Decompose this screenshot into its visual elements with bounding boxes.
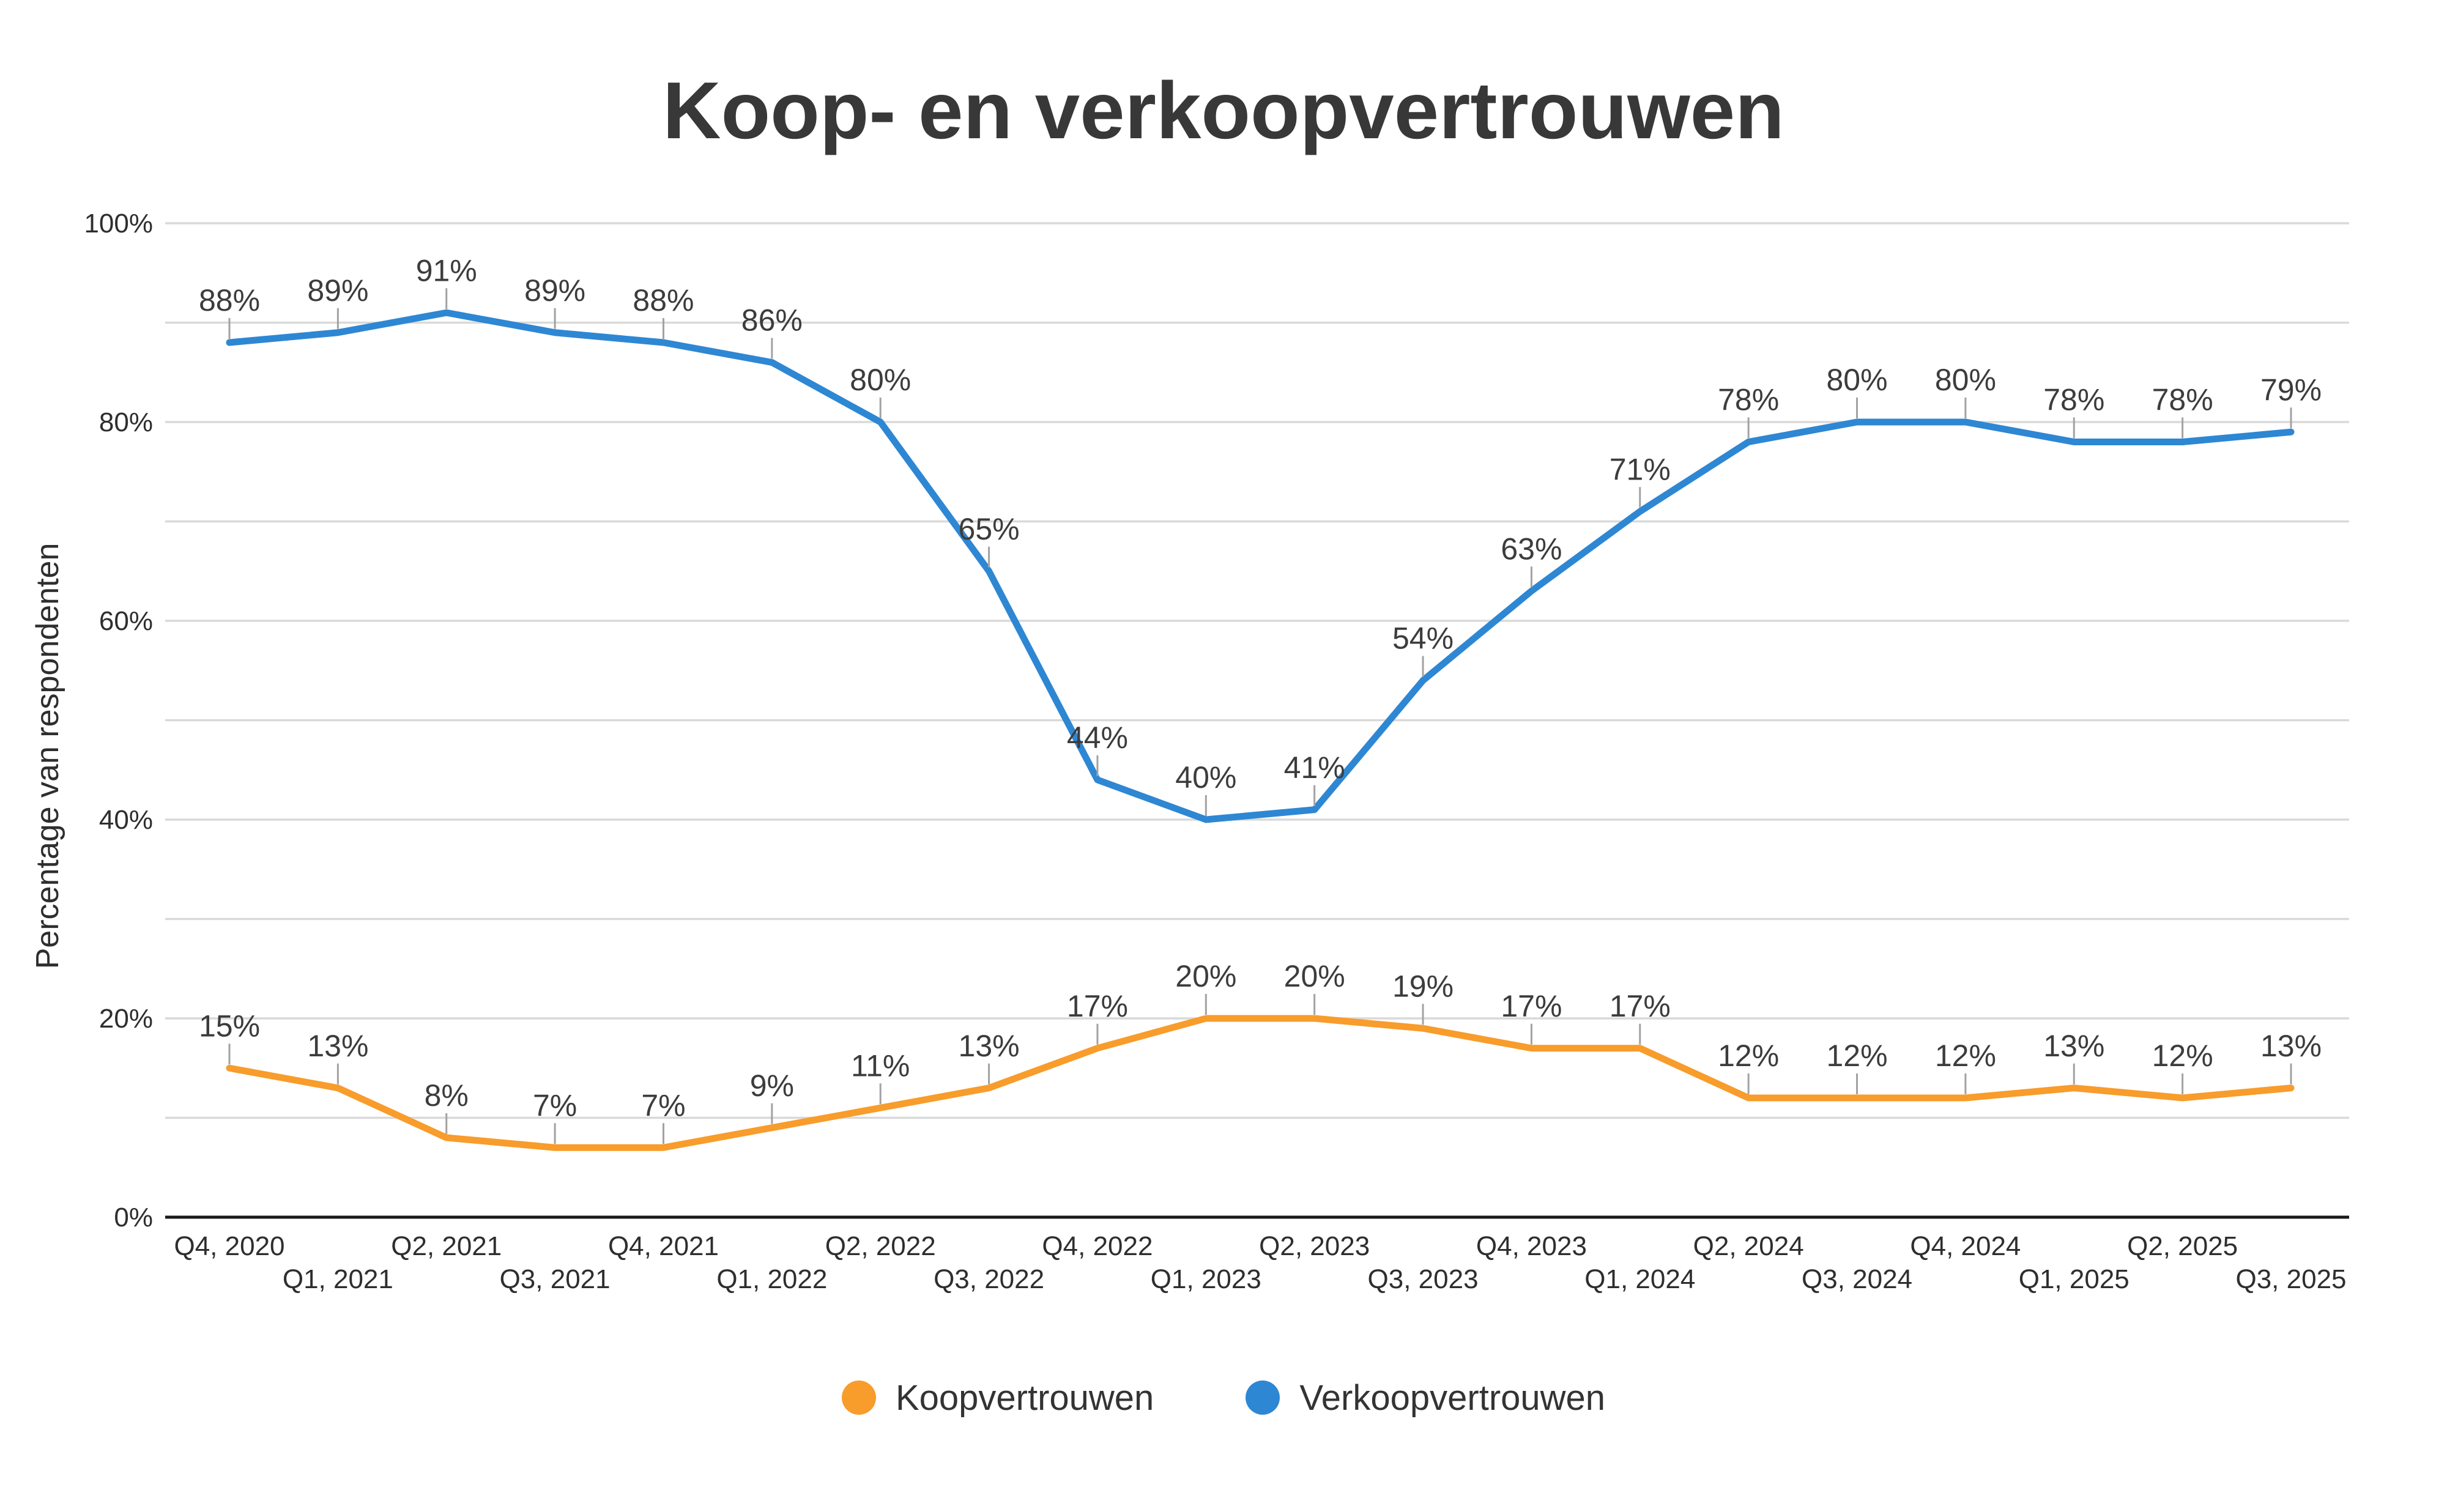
data-label: 11% (851, 1048, 910, 1083)
data-label: 86% (741, 303, 803, 338)
y-tick-label: 60% (99, 606, 153, 636)
data-label: 79% (2260, 372, 2322, 407)
data-label: 40% (1175, 760, 1236, 795)
legend-item-verkoopvertrouwen: Verkoopvertrouwen (1246, 1377, 1605, 1418)
data-label: 54% (1392, 621, 1454, 656)
x-tick-label: Q3, 2022 (934, 1264, 1044, 1294)
data-label: 13% (959, 1029, 1020, 1063)
x-tick-label: Q4, 2022 (1042, 1231, 1153, 1261)
data-label: 65% (959, 512, 1020, 546)
data-label: 13% (307, 1029, 368, 1063)
x-tick-label: Q1, 2024 (1584, 1264, 1695, 1294)
data-label: 12% (1935, 1039, 1996, 1073)
data-label: 41% (1284, 750, 1345, 785)
data-label: 78% (2043, 383, 2104, 417)
data-label: 91% (416, 253, 477, 287)
x-tick-label: Q4, 2021 (608, 1231, 719, 1261)
x-tick-label: Q1, 2022 (716, 1264, 827, 1294)
x-tick-label: Q3, 2024 (1802, 1264, 1912, 1294)
legend-dot-koopvertrouwen (841, 1380, 876, 1415)
y-tick-label: 100% (84, 209, 153, 239)
data-label: 80% (1935, 363, 1996, 397)
legend-item-koopvertrouwen: Koopvertrouwen (841, 1377, 1154, 1418)
chart-title: Koop- en verkoopvertrouwen (663, 65, 1784, 155)
data-label: 78% (1718, 383, 1779, 417)
data-label: 89% (524, 273, 585, 308)
x-tick-label: Q2, 2021 (391, 1231, 502, 1261)
series-line-verkoopvertrouwen (226, 309, 2295, 823)
data-label: 19% (1392, 969, 1454, 1003)
data-label: 88% (633, 283, 694, 317)
legend-label: Verkoopvertrouwen (1299, 1377, 1606, 1418)
data-label: 8% (425, 1078, 469, 1113)
data-label: 12% (1826, 1039, 1887, 1073)
x-tick-label: Q1, 2021 (283, 1264, 393, 1294)
data-label: 17% (1501, 989, 1562, 1023)
data-label: 13% (2260, 1029, 2322, 1063)
x-tick-label: Q2, 2025 (2127, 1231, 2238, 1261)
series-line-koopvertrouwen (226, 1015, 2295, 1151)
data-label: 12% (2152, 1039, 2213, 1073)
x-tick-label: Q3, 2023 (1368, 1264, 1479, 1294)
data-label: 80% (1826, 363, 1887, 397)
data-label: 15% (199, 1009, 260, 1043)
x-tick-label: Q4, 2020 (174, 1231, 284, 1261)
data-label: 20% (1284, 959, 1345, 993)
data-label: 89% (307, 273, 368, 308)
data-label: 13% (2043, 1029, 2104, 1063)
y-tick-label: 20% (99, 1004, 153, 1034)
data-label: 12% (1718, 1039, 1779, 1073)
x-tick-label: Q3, 2025 (2235, 1264, 2346, 1294)
y-tick-label: 0% (114, 1203, 153, 1232)
data-label: 88% (199, 283, 260, 317)
data-label: 9% (750, 1069, 794, 1103)
x-tick-label: Q2, 2023 (1259, 1231, 1370, 1261)
data-label: 7% (641, 1088, 685, 1122)
x-tick-label: Q2, 2022 (825, 1231, 936, 1261)
data-label: 78% (2152, 383, 2213, 417)
data-label: 7% (533, 1088, 577, 1122)
legend-label: Koopvertrouwen (895, 1377, 1154, 1418)
x-tick-label: Q1, 2023 (1151, 1264, 1261, 1294)
data-label: 17% (1610, 989, 1671, 1023)
data-label: 63% (1501, 532, 1562, 566)
legend: Koopvertrouwen Verkoopvertrouwen (0, 1373, 2447, 1422)
data-label: 71% (1610, 452, 1671, 486)
data-label: 17% (1067, 989, 1128, 1023)
data-label: 44% (1067, 721, 1128, 755)
x-tick-label: Q4, 2023 (1476, 1231, 1587, 1261)
x-tick-label: Q3, 2021 (500, 1264, 611, 1294)
y-tick-label: 80% (99, 407, 153, 437)
x-tick-label: Q4, 2024 (1910, 1231, 2021, 1261)
data-label: 20% (1175, 959, 1236, 993)
x-tick-label: Q2, 2024 (1693, 1231, 1804, 1261)
y-tick-label: 40% (99, 805, 153, 835)
data-label: 80% (850, 363, 911, 397)
x-tick-label: Q1, 2025 (2019, 1264, 2130, 1294)
legend-dot-verkoopvertrouwen (1246, 1380, 1280, 1415)
